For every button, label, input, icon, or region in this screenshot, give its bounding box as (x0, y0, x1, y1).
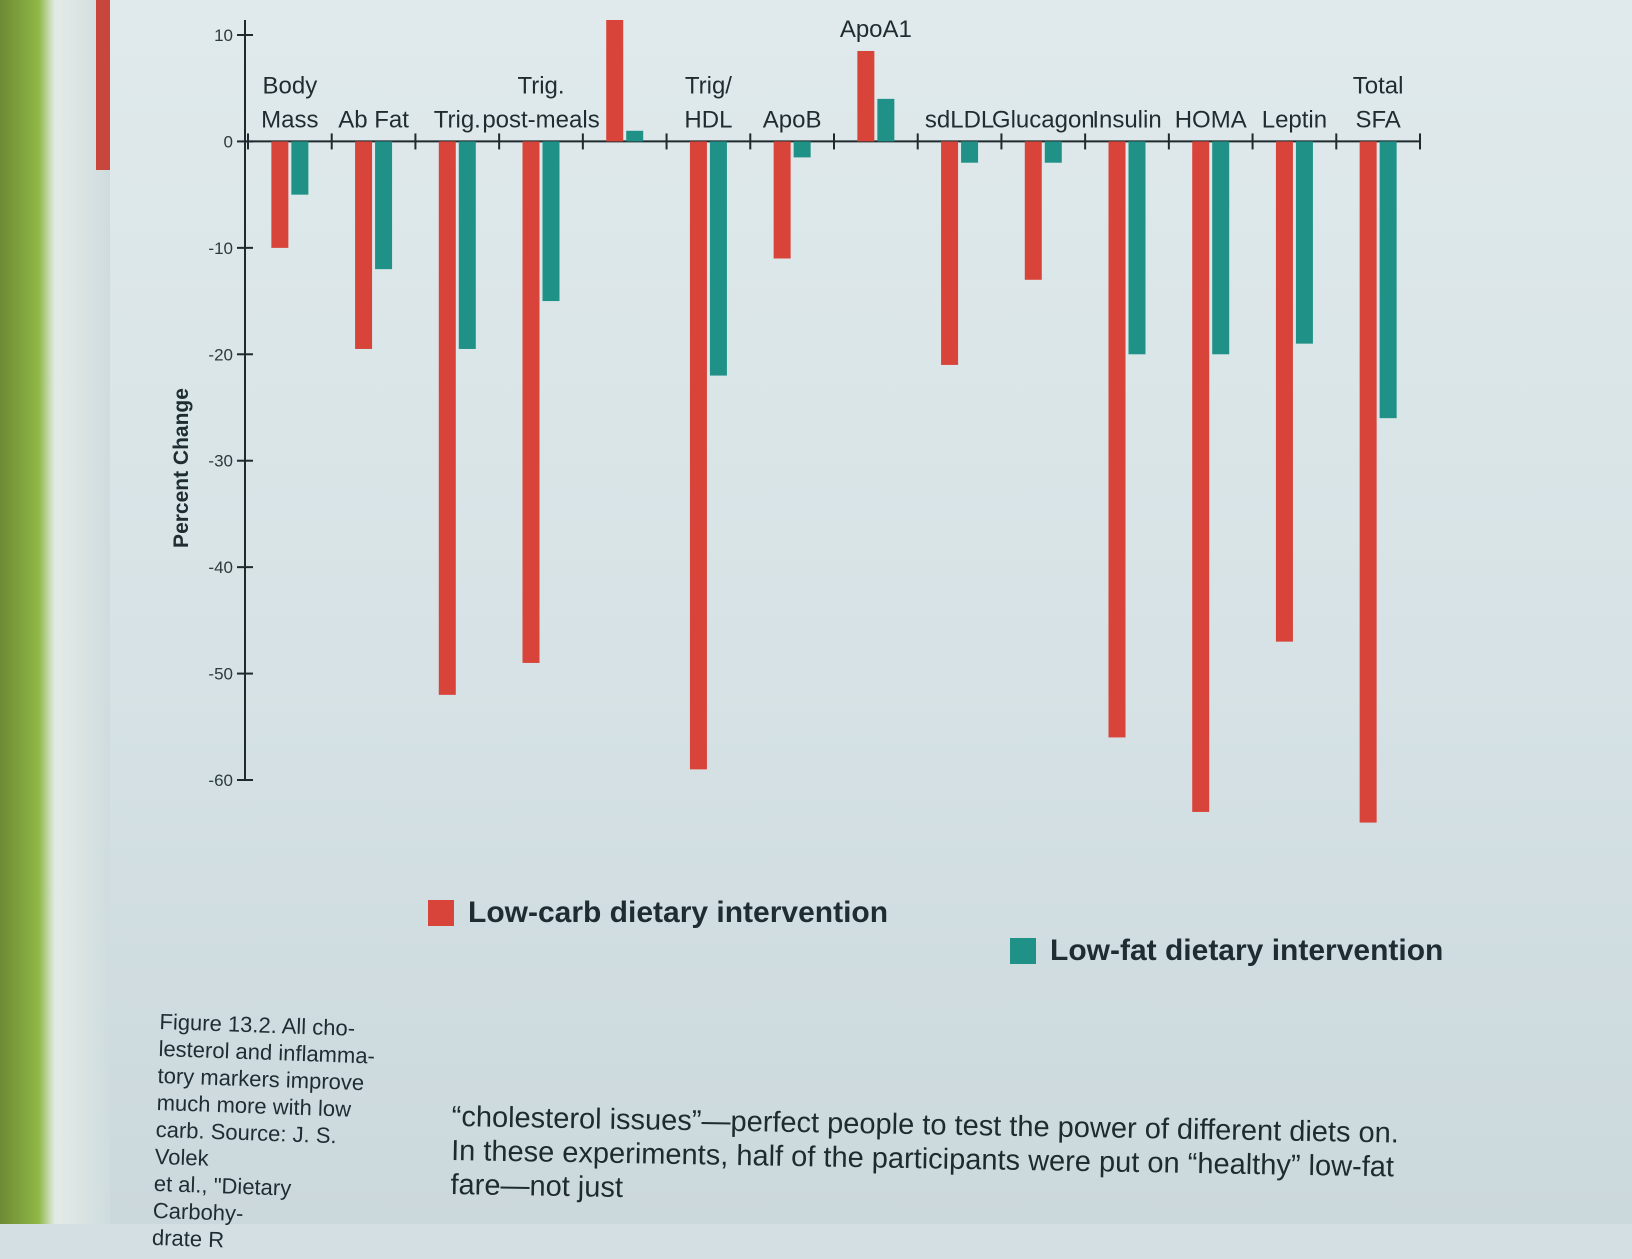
bar (1128, 141, 1146, 355)
bar (522, 141, 540, 663)
category-label: Mass (261, 106, 318, 133)
bar (1275, 141, 1293, 642)
bar (1044, 141, 1062, 163)
legend-swatch-low-carb (428, 900, 454, 926)
bar (709, 141, 727, 376)
chapter-tab (96, 0, 112, 170)
category-label: sdLDL (925, 106, 994, 133)
legend-label-low-carb: Low-carb dietary intervention (468, 896, 889, 929)
caption-line: et al., "Dietary Carbohy- (152, 1170, 292, 1227)
bar (375, 141, 393, 270)
bar (1024, 141, 1042, 280)
category-label: Trig. (517, 72, 564, 99)
axes-group: 10 0 -10 -20 -30 -40 -50 -60 (208, 20, 1421, 790)
y-tick-label: -10 (208, 239, 233, 258)
y-tick-label: 0 (224, 132, 233, 151)
bar (773, 141, 791, 259)
legend-item-low-fat: Low-fat dietary intervention (1010, 934, 1443, 968)
bar (1192, 141, 1210, 812)
bar-chart: 10 0 -10 -20 -30 -40 -50 -60 Body Mass Ab Fat Trig… (170, 20, 1421, 823)
category-label: post-meals (482, 106, 599, 133)
bar (1108, 141, 1126, 738)
bar (877, 98, 895, 142)
bar (438, 141, 456, 695)
category-label: Trig/ (685, 72, 732, 99)
legend-item-low-carb: Low-carb dietary intervention (428, 896, 888, 930)
bar (1359, 141, 1377, 823)
bar (291, 141, 309, 195)
y-axis-label: Percent Change (170, 388, 193, 548)
bar (271, 141, 289, 248)
category-label: Leptin (1262, 106, 1327, 133)
category-label: Trig. (434, 106, 481, 133)
bar (793, 141, 811, 158)
bar (1379, 141, 1397, 419)
category-label: Ab Fat (338, 106, 409, 133)
bar (1295, 141, 1313, 344)
bar (961, 141, 979, 163)
y-tick-label: -40 (208, 558, 233, 577)
bar (857, 50, 875, 142)
category-label: ApoB (763, 106, 822, 133)
category-label: Glucagon (992, 106, 1095, 133)
y-tick-label: -50 (208, 665, 233, 684)
bar (626, 130, 644, 142)
y-tick-label: 10 (214, 26, 233, 45)
y-tick-label: -60 (208, 771, 233, 790)
legend-label-low-fat: Low-fat dietary intervention (1050, 934, 1444, 967)
bar (689, 141, 707, 770)
bar (941, 141, 959, 365)
bars-group (271, 20, 1397, 823)
category-label: HOMA (1175, 106, 1247, 133)
bar (458, 141, 476, 349)
caption-line: carb. Source: J. S. Volek (154, 1116, 338, 1171)
category-label: ApoA1 (840, 20, 912, 43)
bar (606, 20, 624, 142)
y-tick-label: -30 (208, 452, 233, 471)
figure-caption: Figure 13.2. All cho- lesterol and infla… (152, 1008, 390, 1259)
y-tick-label: -20 (208, 345, 233, 364)
category-label: Total (1353, 72, 1404, 99)
body-paragraph: “cholesterol issues”—perfect people to t… (450, 1100, 1552, 1221)
bar (542, 141, 560, 302)
category-label: Insulin (1092, 106, 1161, 133)
category-label: SFA (1355, 106, 1400, 133)
category-label: HDL (684, 106, 732, 133)
category-label: Body (263, 72, 318, 99)
bar (355, 141, 373, 349)
book-spine-edge (0, 0, 110, 1224)
legend-swatch-low-fat (1010, 938, 1036, 964)
bar (1212, 141, 1230, 355)
